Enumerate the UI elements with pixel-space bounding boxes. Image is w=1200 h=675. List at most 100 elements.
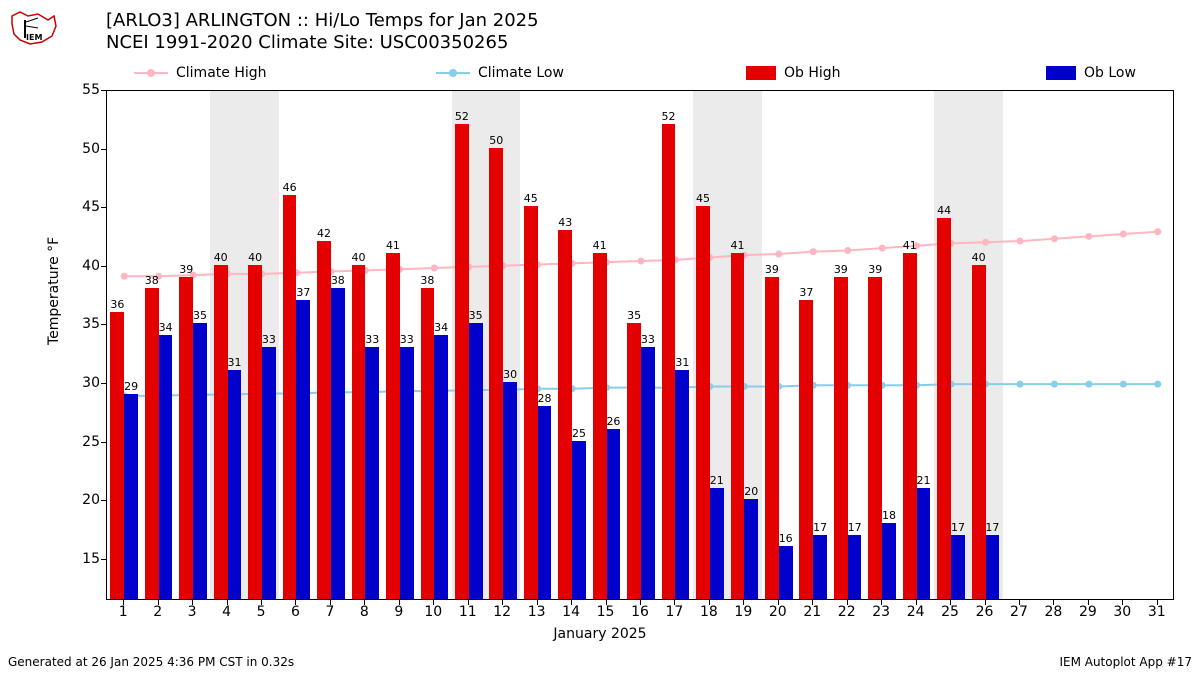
ob-low-bar: [813, 535, 827, 599]
ob-low-bar: [882, 523, 896, 599]
ob-low-bar-label: 18: [882, 509, 896, 522]
ob-low-bar-label: 17: [951, 521, 965, 534]
ob-low-bar-label: 37: [296, 286, 310, 299]
x-tick: [640, 600, 641, 605]
ob-high-bar: [489, 148, 503, 599]
ob-low-bar: [503, 382, 517, 599]
ob-low-bar-label: 34: [434, 321, 448, 334]
ob-low-bar-label: 25: [572, 427, 586, 440]
ob-high-bar: [386, 253, 400, 599]
x-tick-label: 12: [493, 604, 511, 620]
ob-high-bar-label: 41: [593, 239, 607, 252]
footer-timestamp: Generated at 26 Jan 2025 4:36 PM CST in …: [8, 655, 294, 669]
climate-high-line-marker: [810, 248, 817, 255]
y-tick: [101, 90, 106, 91]
climate-high-line-marker: [1016, 238, 1023, 245]
climate-low-line-marker: [1154, 381, 1161, 388]
ob-high-bar-label: 40: [214, 251, 228, 264]
ob-high-bar: [937, 218, 951, 599]
ob-low-bar: [296, 300, 310, 599]
ob-high-bar: [627, 323, 641, 599]
climate-low-line-marker: [1120, 381, 1127, 388]
ob-low-bar-label: 17: [985, 521, 999, 534]
ob-high-bar: [421, 288, 435, 599]
climate-high-line-marker: [638, 258, 645, 265]
ob-high-bar-label: 39: [834, 263, 848, 276]
y-tick: [101, 383, 106, 384]
x-tick: [537, 600, 538, 605]
x-tick-label: 6: [291, 604, 300, 620]
y-axis-label: Temperature °F: [46, 237, 62, 345]
y-tick: [101, 149, 106, 150]
y-tick: [101, 324, 106, 325]
x-tick-label: 8: [360, 604, 369, 620]
ob-low-bar-label: 33: [641, 333, 655, 346]
x-tick-label: 5: [257, 604, 266, 620]
svg-text:IEM: IEM: [26, 33, 42, 42]
ob-high-bar-label: 35: [627, 309, 641, 322]
x-tick-label: 28: [1044, 604, 1062, 620]
y-tick-label: 25: [82, 434, 100, 450]
ob-high-bar: [317, 241, 331, 599]
ob-low-bar: [469, 323, 483, 599]
ob-high-bar-label: 38: [420, 274, 434, 287]
ob-high-bar-label: 41: [730, 239, 744, 252]
climate-high-line-marker: [775, 250, 782, 257]
ob-high-bar: [179, 277, 193, 599]
title-line2: NCEI 1991-2020 Climate Site: USC00350265: [106, 32, 539, 54]
x-tick-label: 15: [597, 604, 615, 620]
ob-low-bar: [193, 323, 207, 599]
ob-high-bar-label: 52: [662, 110, 676, 123]
ob-high-bar-label: 44: [937, 204, 951, 217]
ob-high-bar-label: 39: [179, 263, 193, 276]
ob-high-bar-label: 40: [248, 251, 262, 264]
y-tick-label: 15: [82, 551, 100, 567]
x-tick: [812, 600, 813, 605]
ob-high-bar-label: 41: [386, 239, 400, 252]
x-tick-label: 2: [153, 604, 162, 620]
ob-low-bar-label: 29: [124, 380, 138, 393]
x-tick: [571, 600, 572, 605]
ob-low-bar-label: 31: [675, 356, 689, 369]
legend-item-ob-high: Ob High: [746, 65, 841, 81]
ob-low-bar: [744, 499, 758, 599]
ob-high-bar-label: 43: [558, 216, 572, 229]
x-tick: [709, 600, 710, 605]
iem-logo-icon: IEM: [8, 6, 60, 48]
ob-high-bar-label: 39: [868, 263, 882, 276]
legend-label: Ob Low: [1084, 65, 1136, 81]
ob-high-bar: [214, 265, 228, 599]
ob-low-bar-label: 20: [744, 485, 758, 498]
ob-low-bar: [641, 347, 655, 599]
ob-low-bar-label: 26: [606, 415, 620, 428]
ob-low-bar: [675, 370, 689, 599]
x-tick-label: 11: [459, 604, 477, 620]
y-tick: [101, 559, 106, 560]
ob-high-bar-label: 37: [799, 286, 813, 299]
x-tick: [950, 600, 951, 605]
ob-high-bar: [799, 300, 813, 599]
x-tick: [261, 600, 262, 605]
y-tick: [101, 266, 106, 267]
x-tick-label: 27: [1010, 604, 1028, 620]
ob-low-bar: [917, 488, 931, 599]
x-tick-label: 26: [976, 604, 994, 620]
ob-high-bar: [558, 230, 572, 599]
ob-low-bar: [986, 535, 1000, 599]
ob-low-bar-label: 30: [503, 368, 517, 381]
ob-low-bar-label: 21: [710, 474, 724, 487]
x-tick-label: 16: [631, 604, 649, 620]
ob-low-bar: [228, 370, 242, 599]
ob-high-bar: [765, 277, 779, 599]
ob-high-bar-label: 40: [351, 251, 365, 264]
ob-high-bar: [834, 277, 848, 599]
legend-item-climate-low: Climate Low: [436, 65, 564, 81]
ob-low-bar: [400, 347, 414, 599]
ob-low-bar: [124, 394, 138, 599]
ob-high-bar-label: 36: [110, 298, 124, 311]
ob-low-bar-label: 35: [193, 309, 207, 322]
x-tick-label: 24: [907, 604, 925, 620]
ob-high-bar: [972, 265, 986, 599]
y-tick: [101, 442, 106, 443]
x-tick: [158, 600, 159, 605]
